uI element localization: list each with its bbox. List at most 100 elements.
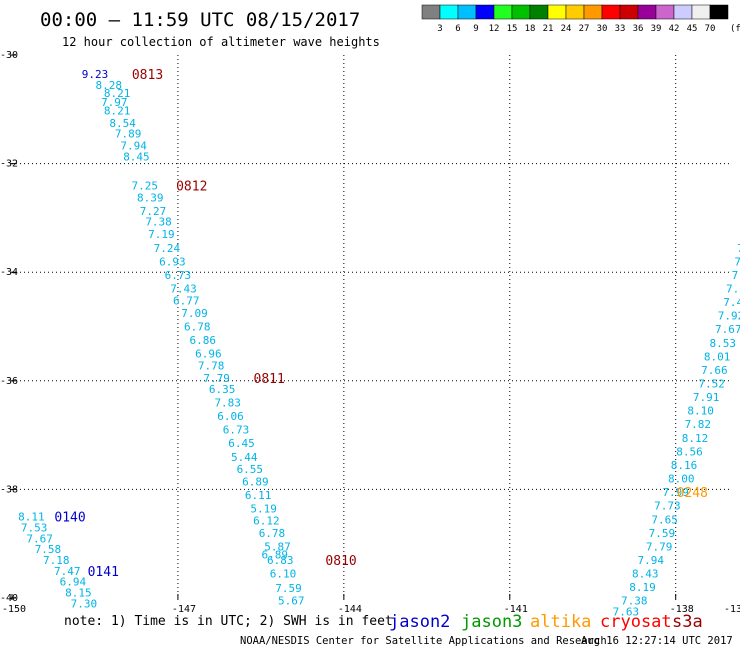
swh-value: 8.01: [704, 350, 731, 363]
swh-value: 6.11: [245, 489, 272, 502]
y-tick-label: -40: [0, 593, 18, 604]
colorbar-tick-label: 18: [525, 24, 536, 34]
swh-value: 5.67: [278, 595, 305, 608]
colorbar-tick-label: 42: [669, 24, 680, 34]
y-tick-label: -30: [0, 50, 18, 61]
swh-value: 8.45: [123, 151, 150, 164]
legend-jason2: jason2: [389, 612, 450, 632]
colorbar-tick-label: 15: [507, 24, 518, 34]
swh-value: 8.28: [96, 79, 123, 92]
colorbar-tick-label: 3: [437, 24, 442, 34]
footnote: note: 1) Time is in UTC; 2) SWH is in fe…: [64, 614, 393, 629]
swh-value: 9.23: [82, 68, 109, 81]
swh-value: 7.79: [203, 372, 230, 385]
swh-value: 7.43: [170, 282, 197, 295]
swh-value: 7.38: [145, 216, 172, 229]
swh-value: 8.15: [65, 587, 92, 600]
swh-value: 6.89: [261, 549, 288, 562]
swh-value: 7.30: [71, 597, 98, 610]
colorbar-swatch: [457, 4, 477, 20]
pass-time-label: 0248: [677, 486, 708, 501]
swh-value: 6.83: [267, 554, 294, 567]
legend-cryosat: cryosat: [600, 612, 672, 632]
colorbar-swatch: [565, 4, 585, 20]
colorbar-tick-label: 27: [579, 24, 590, 34]
swh-value: 7.02: [726, 282, 740, 295]
swh-value: 7.19: [148, 228, 175, 241]
swh-value: 7.73: [654, 500, 681, 513]
swh-value: 6.73: [223, 424, 250, 437]
x-tick-label: -138: [670, 604, 694, 615]
swh-value: 7.31: [734, 255, 740, 268]
colorbar-swatch: [475, 4, 495, 20]
y-tick-label: -38: [0, 484, 18, 495]
swh-value: 7.91: [693, 391, 720, 404]
swh-value: 7.83: [214, 397, 241, 410]
swh-value: 6.73: [165, 269, 192, 282]
legend-altika: altika: [530, 612, 591, 632]
colorbar-tick-label: 24: [561, 24, 572, 34]
swh-value: 7.78: [198, 360, 225, 373]
swh-value: 7.48: [723, 296, 740, 309]
swh-value: 6.86: [190, 334, 217, 347]
swh-value: 7.15: [732, 269, 740, 282]
pass-time-label: 0813: [132, 68, 163, 83]
swh-value: 7.25: [131, 179, 158, 192]
colorbar-tick-label: 30: [597, 24, 608, 34]
colorbar-tick-label: 33: [615, 24, 626, 34]
swh-value: 8.21: [104, 104, 131, 117]
swh-value: 7.99: [662, 486, 689, 499]
swh-value: 7.94: [638, 554, 665, 567]
colorbar-swatch: [547, 4, 567, 20]
swh-value: 7.27: [140, 205, 167, 218]
swh-value: 6.77: [173, 294, 200, 307]
colorbar-swatch: [511, 4, 531, 20]
colorbar-tick-label: 12: [489, 24, 500, 34]
colorbar-swatch: [493, 4, 513, 20]
swh-value: 7.32: [737, 242, 740, 255]
x-tick-label: -144: [338, 604, 362, 615]
satellite-legend: jason2 jason3 altika cryosat s3a: [389, 612, 703, 632]
swh-value: 7.79: [646, 540, 673, 553]
pass-time-label: 0810: [325, 554, 356, 569]
swh-value: 7.52: [698, 378, 725, 391]
swh-value: 7.94: [120, 140, 147, 153]
swh-value: 8.00: [668, 473, 695, 486]
swh-value: 7.67: [26, 532, 53, 545]
swh-value: 7.59: [275, 582, 302, 595]
swh-value: 5.19: [250, 502, 277, 515]
colorbar-unit-label: (ft): [730, 24, 740, 34]
swh-value: 7.89: [115, 128, 142, 141]
colorbar-swatch: [655, 4, 675, 20]
time-labels: 0813081208110810014001410245024602460247…: [54, 68, 708, 580]
swh-value: 7.92: [718, 310, 740, 323]
colorbar-swatch: [637, 4, 657, 20]
swh-value: 8.21: [104, 87, 131, 100]
pass-time-label: 0812: [176, 179, 207, 194]
colorbar-tick-label: 6: [455, 24, 460, 34]
colorbar-tick-label: 21: [543, 24, 554, 34]
swh-value: 7.66: [701, 364, 728, 377]
swh-value: 8.11: [18, 511, 45, 524]
swh-value: 7.47: [54, 565, 81, 578]
colorbar-swatch: [529, 4, 549, 20]
x-tick-label: -147: [172, 604, 196, 615]
swh-value: 6.10: [270, 568, 297, 581]
y-tick-label: -32: [0, 159, 18, 170]
legend-jason3: jason3: [461, 612, 522, 632]
swh-value: 7.58: [35, 543, 62, 556]
plot-axes: -150 -147 -144 -141 -138 -13 -30 -32 -34 -36 -38 -4…: [0, 50, 740, 615]
colorbar-swatch: [619, 4, 639, 20]
colorbar-tick-label: 70: [705, 24, 716, 34]
swh-value: 5.87: [264, 540, 291, 553]
pass-time-label: 0140: [54, 511, 85, 526]
swh-value: 6.35: [209, 383, 236, 396]
swh-value: 7.38: [621, 595, 648, 608]
swh-value: 7.59: [649, 527, 676, 540]
colorbar-swatch: [439, 4, 459, 20]
swh-value: 7.82: [685, 418, 712, 431]
chart-title: 00:00 – 11:59 UTC 08/15/2017: [40, 9, 360, 31]
